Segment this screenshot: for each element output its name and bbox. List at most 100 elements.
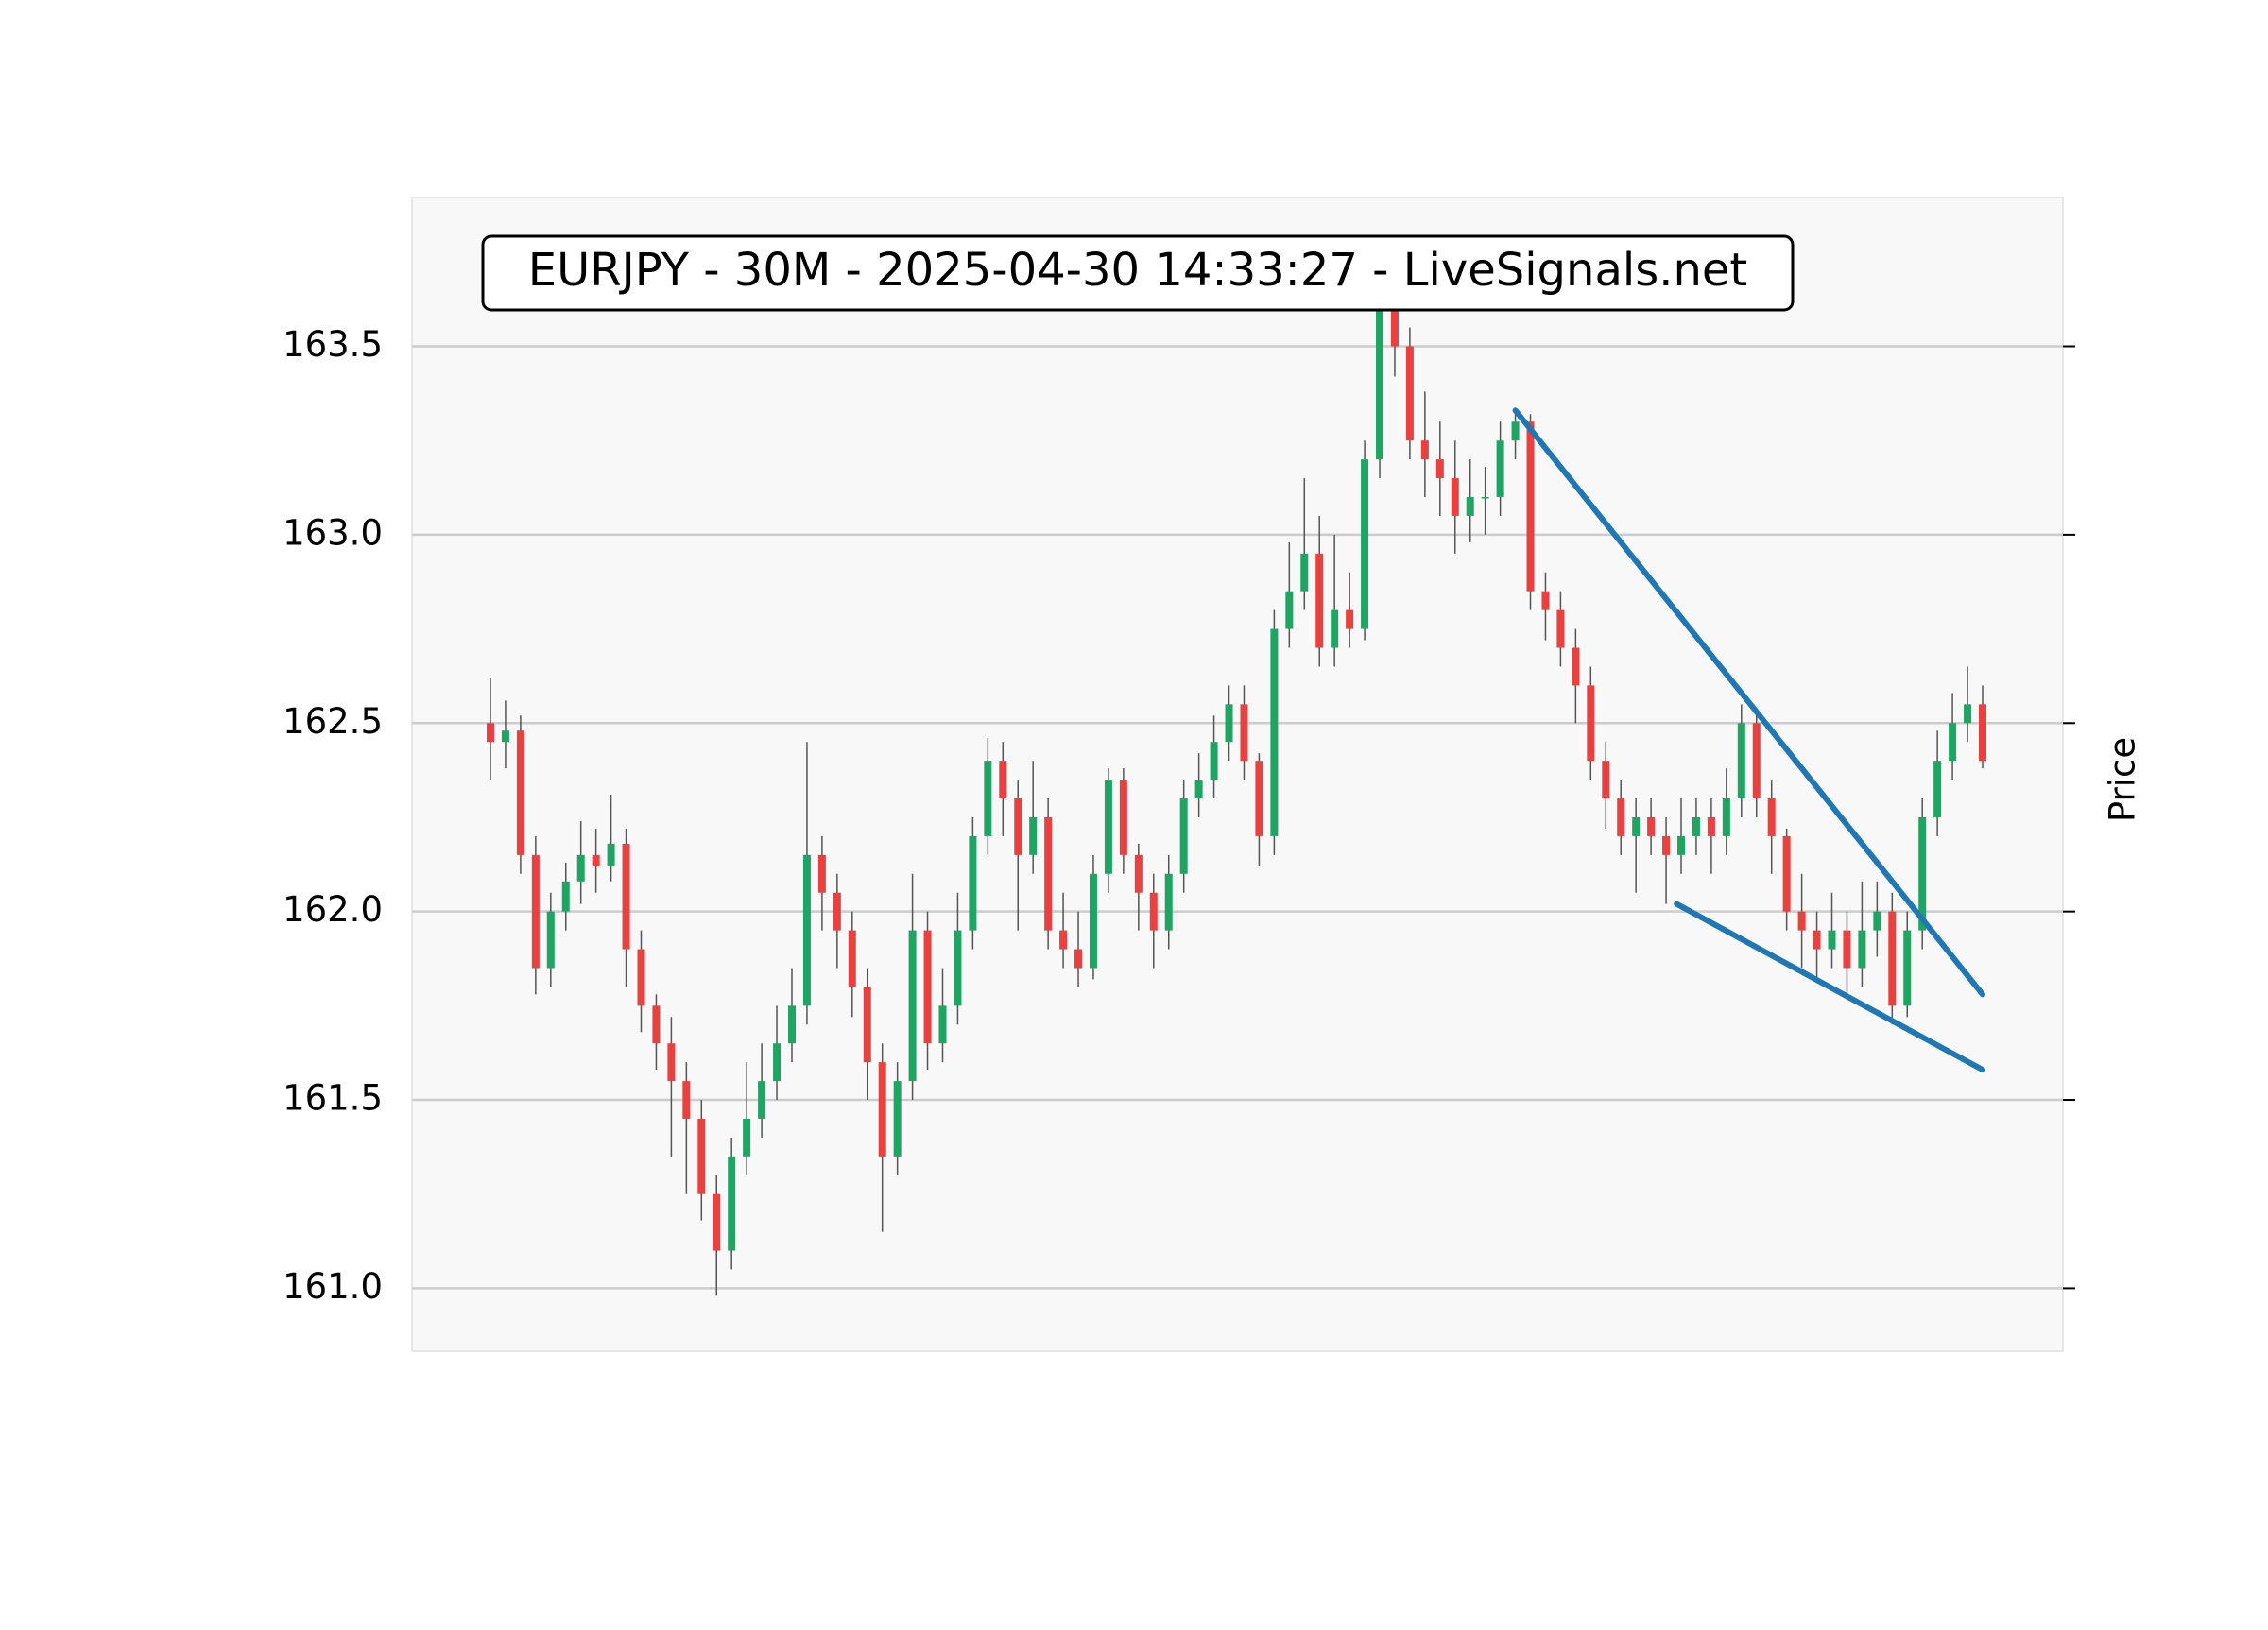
candle-body	[561, 881, 570, 912]
candle-body	[1225, 704, 1233, 743]
candle-body	[908, 930, 917, 1082]
candle-body	[1647, 816, 1656, 836]
candle-body	[1029, 816, 1038, 855]
candle-body	[1767, 798, 1776, 836]
candle-body	[1346, 609, 1354, 629]
candle-body	[1918, 816, 1927, 931]
candle-body	[1255, 761, 1263, 836]
candle-body	[1813, 930, 1821, 950]
candle-body	[1828, 930, 1836, 950]
candle-body	[1179, 798, 1188, 874]
candle-body	[576, 854, 585, 882]
candle-body	[1617, 798, 1625, 836]
candle-body	[1572, 647, 1580, 686]
candle-body	[652, 1005, 661, 1044]
candle-body	[1405, 346, 1414, 441]
candle-body	[1149, 892, 1158, 931]
candle-body	[1964, 704, 1972, 724]
candle-body	[1511, 421, 1520, 441]
candle-body	[1315, 553, 1324, 648]
candle-body	[1722, 798, 1730, 836]
y-tick-label: 163.5	[283, 324, 383, 365]
candle-body	[1587, 685, 1595, 762]
candle-body	[1240, 704, 1248, 762]
candle-body	[1888, 911, 1897, 1006]
candles	[487, 270, 1986, 1296]
candle-body	[592, 854, 600, 866]
candle-body	[1059, 930, 1068, 950]
candle-body	[954, 930, 962, 1006]
candle-body	[487, 723, 494, 743]
candle-body	[1361, 459, 1369, 629]
candle-body	[969, 835, 977, 931]
candle-body	[697, 1118, 706, 1194]
candle-body	[878, 1062, 886, 1157]
candle-body	[923, 930, 932, 1044]
candle-body	[1210, 742, 1218, 781]
candle-body	[773, 1043, 782, 1082]
candle-body	[501, 730, 509, 743]
candle-body	[1331, 609, 1339, 648]
candle-body	[999, 761, 1007, 799]
candle-body	[863, 987, 871, 1063]
candle-body	[1858, 930, 1866, 969]
candle-body	[1285, 591, 1294, 629]
candle-body	[1451, 478, 1459, 516]
title-box	[481, 234, 1795, 312]
y-tick-label: 161.0	[283, 1266, 383, 1307]
candle-body	[1526, 421, 1535, 592]
candle-body	[1692, 816, 1700, 836]
candle-body	[1873, 911, 1881, 931]
candle-body	[531, 854, 540, 969]
candle-body	[1782, 835, 1791, 912]
y-axis-label: Price	[2103, 737, 2143, 822]
candle-body	[787, 1005, 796, 1044]
candle-body	[938, 1005, 947, 1044]
candle-body	[1194, 780, 1203, 799]
candle-body	[1602, 761, 1610, 799]
y-tick-label: 162.5	[283, 701, 383, 742]
chart-title: EURJPY - 30M - 2025-04-30 14:33:27 - Liv…	[528, 244, 1747, 297]
candle-body	[1104, 780, 1112, 874]
candle-body	[1496, 440, 1504, 498]
y-tick-label: 161.5	[283, 1078, 383, 1119]
candle-body	[622, 843, 630, 950]
candle-body	[1677, 835, 1686, 855]
candle-body	[1843, 930, 1851, 969]
candle-body	[758, 1081, 766, 1119]
candle-body	[802, 854, 811, 1006]
candle-body	[1632, 816, 1641, 836]
candle-body	[1466, 497, 1474, 516]
candle-body	[1797, 911, 1806, 931]
candle-body	[1556, 609, 1565, 648]
candle-body	[1541, 591, 1550, 610]
candle-body	[1903, 930, 1912, 1006]
y-tick-label: 163.0	[283, 512, 383, 553]
candle-body	[607, 843, 615, 866]
candle-body	[1752, 723, 1761, 799]
trend-lines	[1512, 407, 1985, 1073]
candle-body	[546, 911, 555, 969]
plot-area	[411, 197, 2064, 1352]
candle-body	[833, 892, 841, 931]
candle-body	[1014, 798, 1022, 855]
candle-body	[1074, 949, 1083, 969]
candle-body	[1949, 723, 1957, 762]
candle-body	[637, 949, 645, 1006]
candle-body	[682, 1081, 691, 1119]
candle-body	[1707, 816, 1715, 836]
candle-body	[1270, 628, 1279, 836]
candle-body	[848, 930, 856, 987]
trend-line	[1674, 901, 1985, 1073]
candle-body	[1089, 873, 1097, 969]
candle-body	[1134, 854, 1143, 893]
trend-line	[1512, 407, 1985, 998]
candle-body	[984, 761, 992, 836]
candle-body	[1420, 440, 1429, 460]
candle-body	[713, 1193, 721, 1251]
candle-body	[743, 1118, 751, 1157]
candle-body	[1376, 289, 1384, 460]
candle-body	[1164, 873, 1173, 931]
